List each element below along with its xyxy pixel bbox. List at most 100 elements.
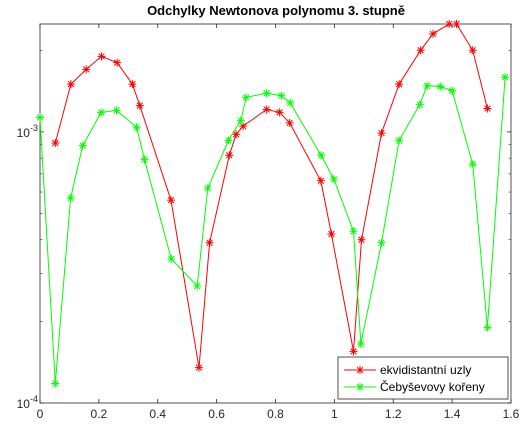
legend-label: ekvidistantní uzly (380, 363, 471, 377)
marker-stroke (205, 238, 214, 247)
marker-stroke (224, 136, 233, 145)
data-point (277, 91, 286, 100)
marker-stroke (329, 175, 338, 184)
data-point (112, 106, 121, 115)
data-point (166, 196, 175, 205)
data-point (317, 151, 326, 160)
marker-stroke (277, 91, 286, 100)
marker-stroke (78, 141, 87, 150)
marker-stroke (262, 105, 271, 114)
marker-stroke (416, 46, 425, 55)
series-layer (36, 20, 510, 388)
data-point (82, 65, 91, 74)
series-line (54, 23, 488, 368)
x-tick-label: 0.8 (267, 407, 284, 421)
marker-stroke (356, 366, 364, 374)
marker-stroke (239, 122, 248, 131)
data-point (66, 194, 75, 203)
data-point (423, 81, 432, 90)
data-point (349, 347, 358, 356)
data-point (445, 20, 454, 28)
marker-stroke (232, 130, 241, 139)
data-point (395, 136, 404, 145)
data-point (286, 98, 295, 107)
marker-stroke (483, 323, 492, 332)
data-point (167, 254, 176, 263)
marker-stroke (448, 86, 457, 95)
data-point (262, 105, 271, 114)
data-point (51, 379, 60, 388)
marker-stroke (436, 82, 445, 91)
marker-stroke (286, 98, 295, 107)
marker-stroke (501, 73, 510, 82)
marker-stroke (194, 363, 203, 372)
marker-stroke (377, 238, 386, 247)
marker-stroke (357, 235, 366, 244)
data-point (483, 323, 492, 332)
data-point (132, 123, 141, 132)
marker-stroke (415, 100, 424, 109)
marker-stroke (356, 383, 364, 391)
data-point (194, 363, 203, 372)
plot-area (39, 23, 512, 404)
y-axis: 10-4 10-3 (17, 49, 511, 411)
data-point (242, 93, 251, 102)
x-tick-label: 1.4 (444, 407, 461, 421)
legend-marker (356, 383, 364, 391)
data-point (327, 230, 336, 239)
marker-stroke (113, 58, 122, 67)
data-point (329, 175, 338, 184)
data-point (66, 80, 75, 89)
data-point (36, 113, 44, 122)
data-point (78, 141, 87, 150)
legend-marker (356, 366, 364, 374)
data-point (97, 52, 106, 61)
marker-stroke (51, 138, 60, 147)
legend: ekvidistantní uzly Čebyševovy kořeny (337, 356, 509, 400)
data-point (448, 86, 457, 95)
data-point (285, 118, 294, 127)
legend-item: ekvidistantní uzly (344, 363, 471, 377)
marker-stroke (377, 129, 386, 138)
data-point (357, 235, 366, 244)
series-2 (36, 73, 510, 388)
y-tick-label: 10-3 (17, 123, 38, 140)
data-point (356, 340, 365, 349)
marker-stroke (97, 108, 106, 117)
data-point (225, 151, 234, 160)
marker-stroke (468, 160, 477, 169)
legend-label: Čebyševovy kořeny (380, 379, 485, 394)
marker-stroke (452, 20, 461, 28)
data-point (140, 155, 149, 164)
data-point (128, 80, 137, 89)
data-point (262, 89, 271, 98)
data-point (224, 136, 233, 145)
marker-stroke (236, 116, 245, 125)
marker-stroke (140, 155, 149, 164)
legend-box (337, 356, 509, 400)
data-point (452, 20, 461, 28)
marker-stroke (423, 81, 432, 90)
y-tick-label: 10-4 (17, 394, 38, 411)
marker-stroke (97, 52, 106, 61)
data-point (239, 122, 248, 131)
marker-stroke (193, 282, 202, 291)
data-point (113, 58, 122, 67)
marker-stroke (132, 123, 141, 132)
data-point (203, 184, 212, 193)
marker-stroke (112, 106, 121, 115)
marker-stroke (483, 104, 492, 113)
data-point (377, 238, 386, 247)
marker-stroke (317, 151, 326, 160)
data-point (483, 104, 492, 113)
marker-stroke (82, 65, 91, 74)
marker-stroke (275, 108, 284, 117)
data-point (428, 29, 437, 38)
marker-stroke (166, 196, 175, 205)
data-point (377, 129, 386, 138)
marker-stroke (36, 113, 44, 122)
marker-stroke (242, 93, 251, 102)
marker-stroke (66, 80, 75, 89)
data-point (501, 73, 510, 82)
marker-stroke (428, 29, 437, 38)
